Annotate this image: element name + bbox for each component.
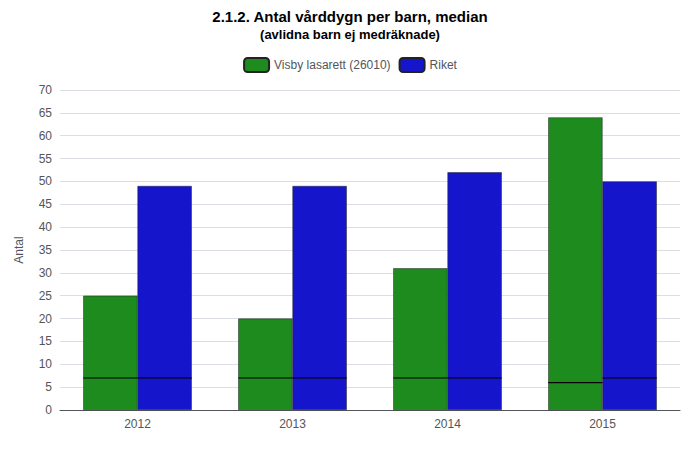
svg-text:35: 35 — [39, 243, 53, 257]
svg-text:0: 0 — [45, 403, 52, 417]
svg-text:10: 10 — [39, 357, 53, 371]
svg-text:2015: 2015 — [589, 417, 616, 431]
svg-text:65: 65 — [39, 106, 53, 120]
svg-text:Antal: Antal — [12, 236, 26, 263]
svg-text:2012: 2012 — [124, 417, 151, 431]
svg-text:Riket: Riket — [430, 58, 458, 72]
svg-text:60: 60 — [39, 129, 53, 143]
svg-text:2.1.2. Antal vårddygn per barn: 2.1.2. Antal vårddygn per barn, median — [212, 8, 487, 25]
svg-text:25: 25 — [39, 289, 53, 303]
svg-text:70: 70 — [39, 83, 53, 97]
svg-text:20: 20 — [39, 312, 53, 326]
svg-text:Visby lasarett (26010): Visby lasarett (26010) — [274, 58, 391, 72]
svg-text:2014: 2014 — [434, 417, 461, 431]
svg-text:40: 40 — [39, 220, 53, 234]
svg-text:55: 55 — [39, 152, 53, 166]
svg-text:5: 5 — [45, 380, 52, 394]
svg-text:45: 45 — [39, 197, 53, 211]
svg-text:15: 15 — [39, 334, 53, 348]
svg-text:30: 30 — [39, 266, 53, 280]
svg-text:2013: 2013 — [279, 417, 306, 431]
svg-text:50: 50 — [39, 174, 53, 188]
svg-text:(avlidna barn ej medräknade): (avlidna barn ej medräknade) — [260, 27, 440, 42]
